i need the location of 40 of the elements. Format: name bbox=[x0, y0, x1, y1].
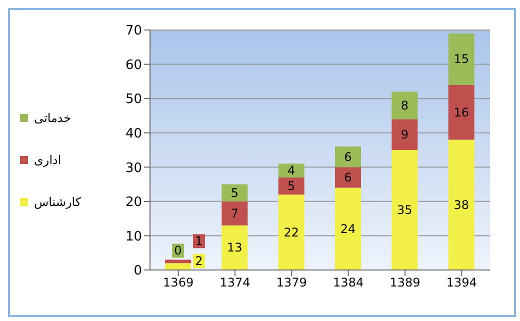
bar bbox=[448, 140, 474, 270]
data-label: 6 bbox=[344, 170, 352, 184]
data-label: 22 bbox=[284, 225, 299, 240]
y-tick-label: 10 bbox=[125, 229, 142, 244]
data-label: 24 bbox=[340, 222, 356, 236]
data-label: 15 bbox=[454, 52, 469, 66]
x-tick-label: 1379 bbox=[276, 276, 307, 290]
x-tick-label: 1369 bbox=[163, 276, 194, 290]
y-tick-label: 30 bbox=[125, 160, 142, 176]
data-label: 16 bbox=[454, 105, 469, 120]
bar bbox=[165, 263, 191, 270]
x-tick-label: 1394 bbox=[446, 276, 477, 290]
bar bbox=[392, 150, 418, 270]
x-tick-label: 1384 bbox=[333, 276, 364, 290]
data-label: 1 bbox=[195, 234, 203, 248]
y-tick-label: 60 bbox=[125, 58, 142, 73]
data-label: 5 bbox=[230, 186, 238, 200]
data-label: 6 bbox=[344, 150, 352, 164]
y-tick-label: 50 bbox=[125, 92, 142, 108]
data-label: 0 bbox=[174, 244, 182, 258]
data-label: 13 bbox=[227, 240, 242, 255]
legend-label: کارشناس bbox=[34, 195, 82, 209]
data-label: 4 bbox=[288, 164, 296, 178]
data-label: 35 bbox=[397, 203, 412, 217]
data-label: 38 bbox=[454, 198, 469, 212]
y-tick-label: 0 bbox=[134, 264, 142, 279]
y-tick-label: 70 bbox=[125, 24, 142, 39]
data-label: 9 bbox=[400, 128, 408, 142]
bar bbox=[165, 260, 191, 264]
x-tick-label: 1374 bbox=[220, 276, 250, 290]
legend-label: خدماتی bbox=[34, 111, 72, 125]
legend-label: اداری bbox=[34, 153, 62, 167]
bar bbox=[335, 188, 361, 270]
x-tick-label: 1389 bbox=[390, 276, 420, 290]
data-label: 7 bbox=[230, 206, 238, 220]
y-tick-label: 20 bbox=[125, 195, 142, 210]
data-label: 5 bbox=[288, 179, 296, 193]
data-label: 8 bbox=[400, 98, 408, 112]
data-label: 2 bbox=[195, 254, 203, 268]
y-tick-label: 40 bbox=[125, 126, 142, 142]
